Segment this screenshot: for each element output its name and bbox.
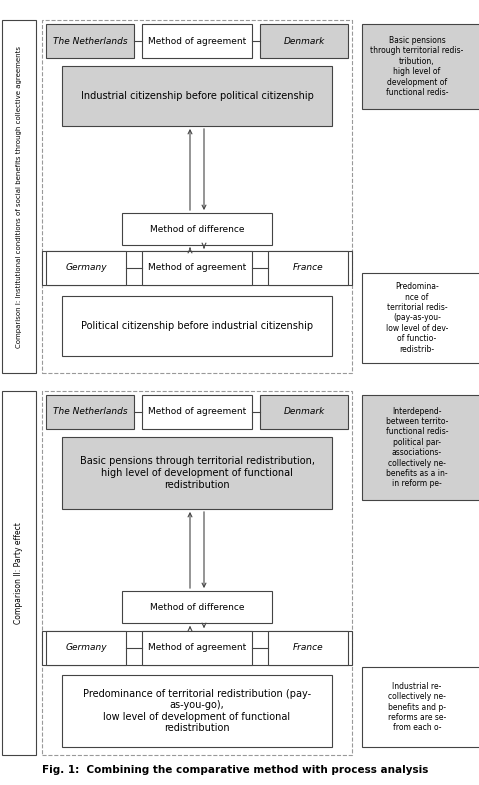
Text: Predominance of territorial redistribution (pay-
as-you-go),
low level of develo: Predominance of territorial redistributi… (83, 688, 311, 733)
Text: Method of agreement: Method of agreement (148, 264, 246, 272)
Text: The Netherlands: The Netherlands (53, 407, 127, 417)
FancyBboxPatch shape (142, 631, 252, 665)
FancyBboxPatch shape (46, 24, 134, 58)
Text: Method of agreement: Method of agreement (148, 407, 246, 417)
FancyBboxPatch shape (122, 591, 272, 623)
Text: Comparison I: Institutional conditions of social benefits through collective agr: Comparison I: Institutional conditions o… (16, 46, 22, 348)
FancyBboxPatch shape (62, 296, 332, 356)
Text: Method of agreement: Method of agreement (148, 644, 246, 652)
FancyBboxPatch shape (2, 391, 36, 755)
FancyBboxPatch shape (268, 251, 348, 285)
Text: Method of difference: Method of difference (150, 603, 244, 612)
FancyBboxPatch shape (268, 631, 348, 665)
FancyBboxPatch shape (2, 20, 36, 373)
Text: Industrial re-
collectively ne-
benefits and p-
reforms are se-
from each o-: Industrial re- collectively ne- benefits… (388, 681, 446, 732)
Text: Industrial citizenship before political citizenship: Industrial citizenship before political … (80, 91, 313, 101)
Text: Germany: Germany (65, 644, 107, 652)
FancyBboxPatch shape (42, 251, 352, 285)
FancyBboxPatch shape (42, 391, 352, 755)
Text: Basic pensions through territorial redistribution,
high level of development of : Basic pensions through territorial redis… (80, 456, 315, 490)
Text: Germany: Germany (65, 264, 107, 272)
FancyBboxPatch shape (260, 395, 348, 429)
Text: The Netherlands: The Netherlands (53, 36, 127, 46)
FancyBboxPatch shape (142, 251, 252, 285)
Text: Political citizenship before industrial citizenship: Political citizenship before industrial … (81, 321, 313, 331)
FancyBboxPatch shape (362, 667, 479, 747)
FancyBboxPatch shape (62, 437, 332, 509)
FancyBboxPatch shape (42, 20, 352, 373)
FancyBboxPatch shape (362, 395, 479, 500)
Text: Predomina-
nce of
territorial redis-
(pay-as-you-
low level of dev-
of functio-
: Predomina- nce of territorial redis- (pa… (386, 283, 448, 354)
Text: Denmark: Denmark (283, 36, 325, 46)
Text: Denmark: Denmark (283, 407, 325, 417)
Text: France: France (293, 264, 323, 272)
FancyBboxPatch shape (362, 24, 479, 109)
FancyBboxPatch shape (62, 675, 332, 747)
Text: Comparison II: Party effect: Comparison II: Party effect (14, 522, 23, 624)
FancyBboxPatch shape (122, 213, 272, 245)
FancyBboxPatch shape (46, 251, 126, 285)
FancyBboxPatch shape (142, 24, 252, 58)
Text: Method of difference: Method of difference (150, 225, 244, 233)
FancyBboxPatch shape (362, 273, 479, 363)
FancyBboxPatch shape (46, 631, 126, 665)
FancyBboxPatch shape (42, 631, 352, 665)
Text: France: France (293, 644, 323, 652)
Text: Fig. 1:  Combining the comparative method with process analysis: Fig. 1: Combining the comparative method… (42, 765, 428, 775)
FancyBboxPatch shape (142, 395, 252, 429)
Text: Basic pensions
through territorial redis-
tribution,
high level of
development o: Basic pensions through territorial redis… (370, 36, 464, 97)
FancyBboxPatch shape (46, 395, 134, 429)
FancyBboxPatch shape (62, 66, 332, 126)
FancyBboxPatch shape (260, 24, 348, 58)
Text: Interdepend-
between territo-
functional redis-
political par-
associations-
col: Interdepend- between territo- functional… (386, 407, 448, 488)
Text: Method of agreement: Method of agreement (148, 36, 246, 46)
